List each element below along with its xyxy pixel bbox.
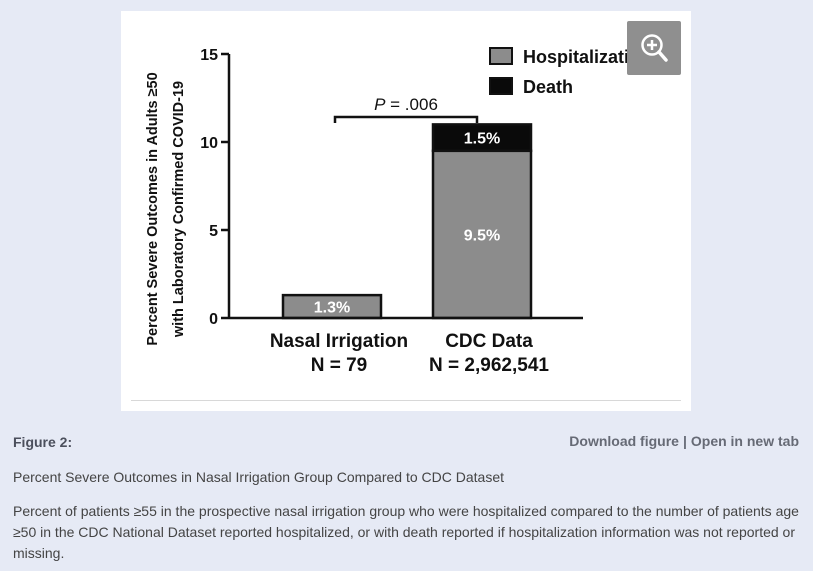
x-axis: Nasal Irrigation N = 79 CDC Data N = 2,962,… xyxy=(229,316,583,376)
legend-swatch-hospitalization xyxy=(489,47,513,65)
legend-swatch-death xyxy=(489,77,513,95)
caption-body: Percent of patients ≥55 in the prospecti… xyxy=(13,503,799,561)
y-tick-label-15: 15 xyxy=(200,47,218,64)
legend-label-death: Death xyxy=(523,77,573,97)
y-tick-label-0: 0 xyxy=(209,311,218,328)
data-label-2: 1.5% xyxy=(464,131,500,148)
y-tick-label-5: 5 xyxy=(209,223,218,240)
figure-image[interactable]: Percent Severe Outcomes in Adults ≥50 wi… xyxy=(121,11,691,411)
caption-title: Percent Severe Outcomes in Nasal Irrigat… xyxy=(13,469,504,485)
open-in-new-tab-link[interactable]: Open in new tab xyxy=(690,433,799,449)
bar-1-hospitalization xyxy=(431,149,533,320)
stacked-bar-chart: Percent Severe Outcomes in Adults ≥50 wi… xyxy=(145,47,651,376)
figure-divider xyxy=(131,400,681,401)
bars: 1.3% 9.5% 1.5% xyxy=(281,123,533,320)
y-axis-title-line2: with Laboratory Confirmed COVID-19 xyxy=(171,81,187,338)
y-tick-label-10: 10 xyxy=(200,135,218,152)
x-category-sublabel-0: N = 79 xyxy=(311,355,368,376)
bracket-line xyxy=(333,115,479,123)
data-label-1: 9.5% xyxy=(464,227,500,244)
legend: Hospitalization Death xyxy=(489,47,651,97)
data-label-0: 1.3% xyxy=(314,300,350,317)
bar-1-death xyxy=(431,123,533,153)
p-value-rest: = .006 xyxy=(385,95,437,114)
x-category-label-0: Nasal Irrigation xyxy=(270,331,408,352)
p-value-label: P = .006 xyxy=(374,95,438,114)
zoom-in-icon xyxy=(641,34,668,62)
p-value-italic: P xyxy=(374,95,386,114)
figure-label: Figure 2: xyxy=(13,434,73,450)
significance-bracket: P = .006 xyxy=(333,95,479,123)
figure-links: Download figure | Open in new tab xyxy=(569,433,799,449)
link-separator: | xyxy=(682,433,687,449)
y-axis: 0 5 10 15 xyxy=(200,47,231,328)
zoom-in-button[interactable] xyxy=(627,21,681,75)
download-figure-link[interactable]: Download figure xyxy=(569,433,679,449)
x-category-sublabel-1: N = 2,962,541 xyxy=(429,355,549,376)
x-category-label-1: CDC Data xyxy=(445,331,533,352)
y-axis-title-line1: Percent Severe Outcomes in Adults ≥50 xyxy=(145,72,161,345)
legend-label-hospitalization: Hospitalization xyxy=(523,47,651,67)
